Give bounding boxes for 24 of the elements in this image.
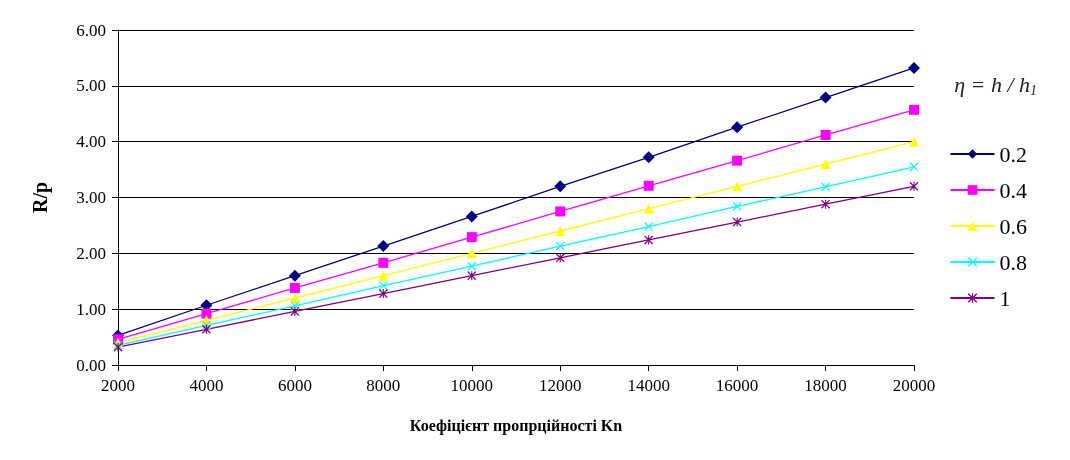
legend-label: 0.6: [999, 213, 1027, 239]
legend-label: 0.2: [999, 141, 1027, 167]
x-tick-label: 10000: [450, 376, 494, 395]
x-tick-label: 16000: [715, 376, 759, 395]
y-tick-label: 5.00: [76, 76, 106, 96]
legend-label: 0.8: [999, 249, 1027, 275]
x-tick-label: 8000: [366, 376, 401, 395]
x-tick-label: 4000: [189, 376, 224, 395]
y-tick-label: 1.00: [76, 299, 106, 319]
x-axis-title: Коефіцієнт пропрційності Kn: [409, 416, 623, 435]
y-axis-title: R/p: [29, 181, 52, 214]
y-tick-label: 6.00: [76, 20, 106, 40]
x-tick-label: 18000: [804, 376, 847, 395]
y-tick-label: 4.00: [76, 132, 106, 152]
y-tick-label: 0.00: [76, 355, 106, 375]
x-tick-label: 14000: [627, 376, 670, 395]
x-tick-label: 20000: [892, 376, 936, 395]
y-tick-label: 3.00: [76, 188, 106, 207]
x-tick-label: 12000: [538, 376, 582, 395]
legend-label: 0.4: [999, 177, 1027, 203]
y-tick-label: 2.00: [76, 243, 106, 263]
x-tick-label: 2000: [101, 376, 135, 395]
x-tick-label: 6000: [277, 376, 312, 395]
legend-label: 1: [999, 285, 1011, 311]
